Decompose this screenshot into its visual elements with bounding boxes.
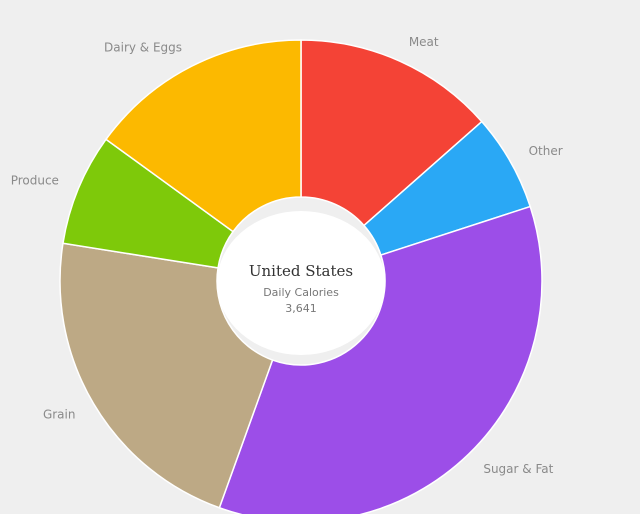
- slices-group: [59, 39, 543, 514]
- slice-label-grain: Grain: [43, 407, 76, 421]
- slice-label-other: Other: [529, 144, 563, 158]
- center-value: 3,641: [285, 302, 317, 315]
- center-title: United States: [249, 262, 353, 280]
- slice-label-meat: Meat: [409, 35, 439, 49]
- slice-dairy-and-eggs: [104, 39, 302, 233]
- slice-label-produce: Produce: [11, 174, 59, 188]
- slice-label-dairy-and-eggs: Dairy & Eggs: [104, 41, 182, 55]
- center-label: United States Daily Calories 3,641: [249, 262, 353, 315]
- slice-sugar-and-fat: [218, 205, 543, 514]
- slice-label-sugar-and-fat: Sugar & Fat: [483, 462, 553, 476]
- slice-grain: [59, 242, 274, 509]
- labels-group: Meat Other Sugar & Fat Grain Produce Dairy & …: [11, 35, 563, 476]
- center-subtitle: Daily Calories: [263, 286, 339, 299]
- slice-meat: [300, 39, 483, 227]
- center-hole: [217, 211, 385, 355]
